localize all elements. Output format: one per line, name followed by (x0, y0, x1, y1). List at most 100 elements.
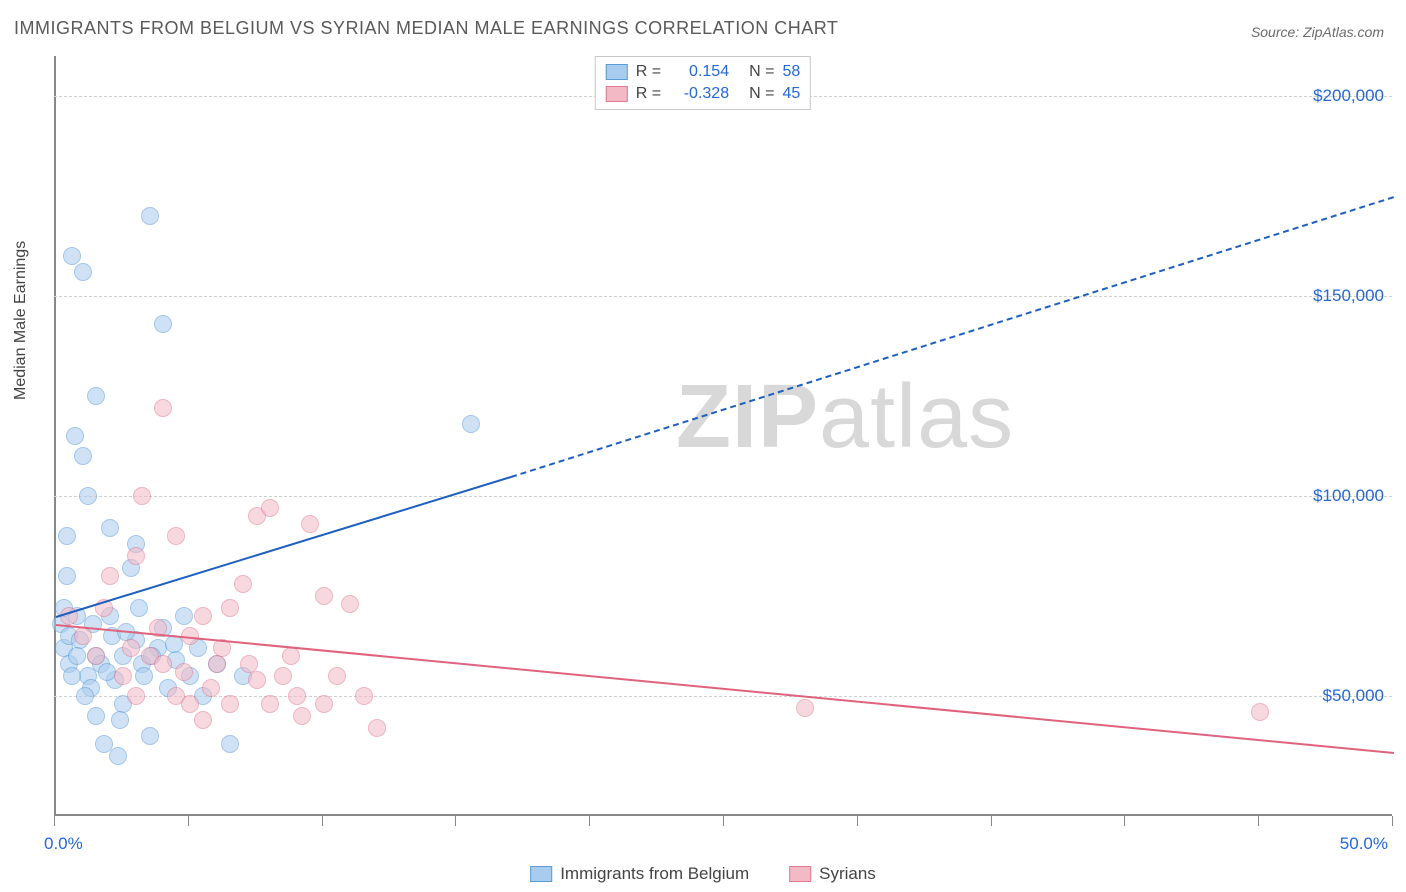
scatter-point (194, 711, 212, 729)
scatter-point (261, 499, 279, 517)
watermark-text: ZIPatlas (676, 366, 1014, 469)
scatter-point (175, 607, 193, 625)
legend-r-label: R = (636, 85, 661, 103)
scatter-point (1251, 703, 1269, 721)
scatter-point (301, 515, 319, 533)
gridline-h (54, 496, 1392, 497)
scatter-point (74, 627, 92, 645)
scatter-point (221, 735, 239, 753)
x-tick-mark (1258, 816, 1259, 826)
legend-n-value: 45 (782, 85, 800, 103)
scatter-point (130, 599, 148, 617)
scatter-point (462, 415, 480, 433)
legend-correlation-row: R =-0.328N =45 (606, 83, 800, 105)
x-tick-mark (1124, 816, 1125, 826)
legend-n-label: N = (749, 63, 774, 81)
scatter-point (248, 671, 266, 689)
scatter-point (293, 707, 311, 725)
scatter-point (127, 547, 145, 565)
legend-series-item: Immigrants from Belgium (530, 864, 749, 884)
scatter-point (240, 655, 258, 673)
scatter-point (68, 647, 86, 665)
scatter-point (114, 667, 132, 685)
scatter-point (141, 207, 159, 225)
scatter-point (274, 667, 292, 685)
scatter-point (87, 707, 105, 725)
scatter-point (315, 587, 333, 605)
scatter-point (76, 687, 94, 705)
x-tick-mark (991, 816, 992, 826)
scatter-point (109, 747, 127, 765)
x-min-label: 0.0% (44, 834, 83, 854)
scatter-point (154, 315, 172, 333)
legend-swatch (606, 86, 628, 102)
scatter-point (63, 247, 81, 265)
scatter-point (341, 595, 359, 613)
x-max-label: 50.0% (1340, 834, 1388, 854)
y-tick-label: $50,000 (1323, 686, 1384, 706)
legend-r-label: R = (636, 63, 661, 81)
gridline-h (54, 696, 1392, 697)
y-tick-label: $150,000 (1313, 286, 1384, 306)
scatter-point (98, 663, 116, 681)
scatter-point (208, 655, 226, 673)
x-tick-mark (1392, 816, 1393, 826)
scatter-point (87, 387, 105, 405)
legend-swatch (530, 866, 552, 882)
scatter-point (181, 695, 199, 713)
legend-series-item: Syrians (789, 864, 876, 884)
correlation-legend: R =0.154N =58R =-0.328N =45 (595, 56, 811, 110)
scatter-point (328, 667, 346, 685)
trendline-extrapolated (511, 196, 1395, 478)
scatter-point (133, 487, 151, 505)
legend-series-label: Syrians (819, 864, 876, 884)
scatter-point (221, 695, 239, 713)
scatter-point (796, 699, 814, 717)
scatter-point (154, 655, 172, 673)
legend-n-value: 58 (782, 63, 800, 81)
gridline-h (54, 296, 1392, 297)
scatter-point (87, 647, 105, 665)
x-tick-mark (322, 816, 323, 826)
scatter-point (66, 427, 84, 445)
series-legend: Immigrants from Belgium Syrians (530, 864, 876, 884)
scatter-point (282, 647, 300, 665)
x-tick-mark (188, 816, 189, 826)
scatter-point (141, 727, 159, 745)
trendline (56, 476, 512, 618)
y-axis-label: Median Male Earnings (12, 241, 30, 400)
scatter-point (74, 447, 92, 465)
legend-r-value: 0.154 (669, 63, 729, 81)
scatter-point (111, 711, 129, 729)
scatter-point (101, 519, 119, 537)
scatter-point (58, 567, 76, 585)
scatter-point (135, 667, 153, 685)
scatter-point (79, 487, 97, 505)
scatter-point (261, 695, 279, 713)
scatter-point (202, 679, 220, 697)
scatter-point (127, 687, 145, 705)
scatter-point (154, 399, 172, 417)
scatter-point (315, 695, 333, 713)
legend-series-label: Immigrants from Belgium (560, 864, 749, 884)
scatter-point (63, 667, 81, 685)
scatter-point (288, 687, 306, 705)
legend-r-value: -0.328 (669, 85, 729, 103)
x-tick-mark (723, 816, 724, 826)
chart-title: IMMIGRANTS FROM BELGIUM VS SYRIAN MEDIAN… (14, 18, 838, 39)
scatter-point (122, 639, 140, 657)
scatter-point (167, 527, 185, 545)
scatter-point (234, 575, 252, 593)
scatter-point (101, 567, 119, 585)
y-tick-label: $200,000 (1313, 86, 1384, 106)
scatter-point (355, 687, 373, 705)
x-tick-mark (857, 816, 858, 826)
legend-swatch (789, 866, 811, 882)
x-tick-mark (589, 816, 590, 826)
scatter-point (368, 719, 386, 737)
source-attribution: Source: ZipAtlas.com (1251, 24, 1384, 40)
scatter-point (58, 527, 76, 545)
x-tick-mark (54, 816, 55, 826)
scatter-point (175, 663, 193, 681)
plot-area: ZIPatlas (54, 56, 1392, 816)
